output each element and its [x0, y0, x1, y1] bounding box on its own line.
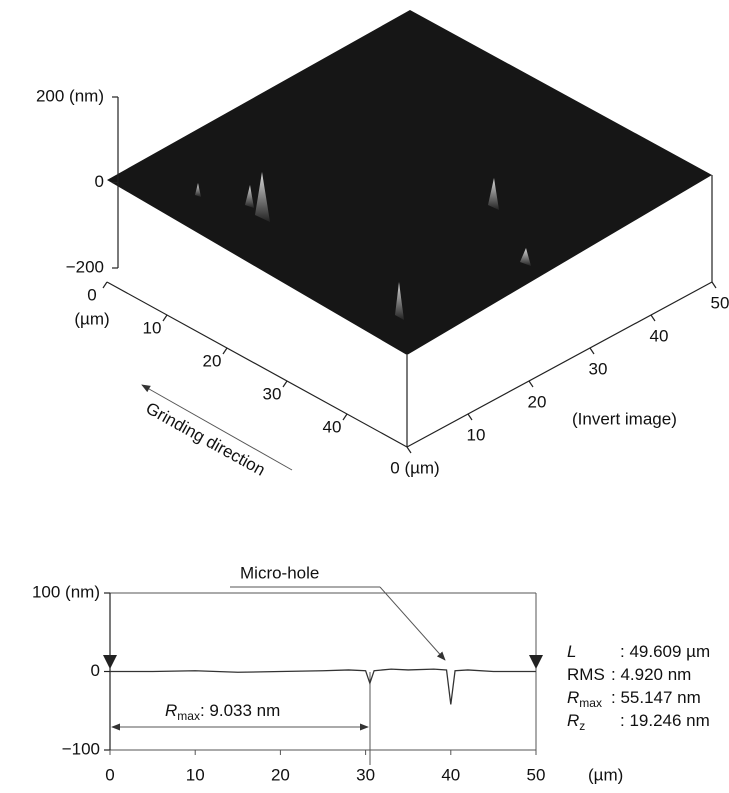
x-axis-label: (µm)	[74, 309, 109, 328]
y-tick	[528, 380, 534, 388]
y-tick-label: 0	[91, 661, 100, 680]
symbol: R	[165, 701, 177, 720]
y-tick	[589, 347, 595, 355]
stat: Rmax : 55.147 nm	[567, 688, 701, 710]
x-tick-label: 20	[271, 765, 290, 784]
hole-callout: Micro-hole	[230, 563, 446, 661]
value: : 4.920 nm	[611, 665, 691, 684]
y-tick-label: 0 (µm)	[390, 458, 439, 477]
x-tick-label: 0	[87, 285, 96, 304]
x-axis-label: (µm)	[588, 765, 623, 784]
y-tick	[406, 446, 412, 454]
x-tick-label: 30	[356, 765, 375, 784]
y-tick-label: −100	[62, 739, 100, 758]
x-tick	[102, 281, 108, 289]
y-tick	[467, 413, 473, 421]
x-tick	[222, 347, 228, 355]
y-tick	[711, 281, 717, 289]
annotation-rmax: Rmax: 9.033 nm	[165, 701, 280, 723]
rmax-dimension: Rmax: 9.033 nm	[111, 672, 371, 765]
stat: L : 49.609 µm	[567, 642, 710, 661]
x-tick	[282, 380, 288, 388]
y-tick-label: 100 (nm)	[32, 582, 100, 601]
y-tick-label: 40	[650, 326, 669, 345]
symbol: R	[567, 711, 579, 730]
value: : 49.609 µm	[620, 642, 710, 661]
y-tick-label: 30	[589, 359, 608, 378]
x-tick-label: 50	[527, 765, 546, 784]
x-tick-label: 20	[203, 351, 222, 370]
symbol: RMS	[567, 665, 605, 684]
profile-line	[110, 668, 536, 705]
x-tick-label: 10	[186, 765, 205, 784]
subscript: max	[177, 709, 200, 723]
annotation-hole: Micro-hole	[240, 563, 319, 582]
z-tick-label: 0	[95, 172, 104, 191]
y-tick-label: 50	[711, 293, 729, 312]
z-tick-label: −200	[66, 257, 104, 276]
stat: Rz : 19.246 nm	[567, 711, 710, 733]
y-tick-label: 20	[528, 392, 547, 411]
stats: L : 49.609 µm RMS : 4.920 nm Rmax : 55.147 …	[567, 642, 710, 733]
x-tick-label: 40	[323, 417, 342, 436]
subscript: z	[579, 719, 585, 733]
symbol: R	[567, 688, 579, 707]
y-tick	[650, 314, 656, 322]
y-tick-label: 10	[467, 425, 486, 444]
note: (Invert image)	[572, 409, 677, 428]
z-tick-label: 200 (nm)	[36, 86, 104, 105]
stat: RMS : 4.920 nm	[567, 665, 691, 684]
x-tick-label: 40	[441, 765, 460, 784]
x-tick	[342, 413, 348, 421]
x-tick	[162, 314, 168, 322]
value: : 55.147 nm	[611, 688, 701, 707]
x-tick-label: 0	[105, 765, 114, 784]
value: : 19.246 nm	[620, 711, 710, 730]
symbol: L	[567, 642, 576, 661]
x-tick-label: 10	[143, 318, 162, 337]
subscript: max	[579, 696, 602, 710]
value: : 9.033 nm	[200, 701, 280, 720]
surface	[106, 10, 713, 448]
direction-label: Grinding direction	[143, 399, 269, 480]
x-tick-label: 30	[263, 384, 282, 403]
